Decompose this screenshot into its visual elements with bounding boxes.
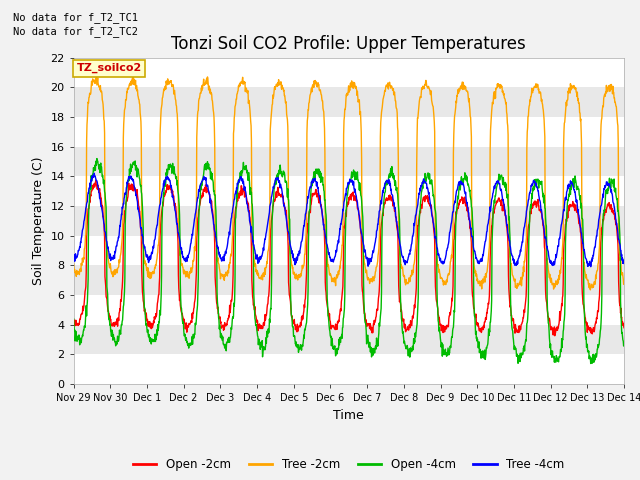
Legend: Open -2cm, Tree -2cm, Open -4cm, Tree -4cm: Open -2cm, Tree -2cm, Open -4cm, Tree -4… xyxy=(128,454,570,476)
Bar xyxy=(74,295,624,324)
Text: TZ_soilco2: TZ_soilco2 xyxy=(76,63,141,73)
Bar xyxy=(74,176,624,206)
Bar xyxy=(74,354,624,384)
Bar xyxy=(74,87,624,117)
Text: No data for f_T2_TC2: No data for f_T2_TC2 xyxy=(13,26,138,37)
Bar xyxy=(74,117,624,146)
Bar xyxy=(74,324,624,354)
Bar xyxy=(74,58,624,87)
Title: Tonzi Soil CO2 Profile: Upper Temperatures: Tonzi Soil CO2 Profile: Upper Temperatur… xyxy=(172,35,526,53)
Bar xyxy=(74,265,624,295)
X-axis label: Time: Time xyxy=(333,408,364,421)
Text: No data for f_T2_TC1: No data for f_T2_TC1 xyxy=(13,12,138,23)
Bar xyxy=(74,146,624,176)
Bar xyxy=(74,236,624,265)
Y-axis label: Soil Temperature (C): Soil Temperature (C) xyxy=(32,156,45,285)
Bar xyxy=(74,206,624,236)
